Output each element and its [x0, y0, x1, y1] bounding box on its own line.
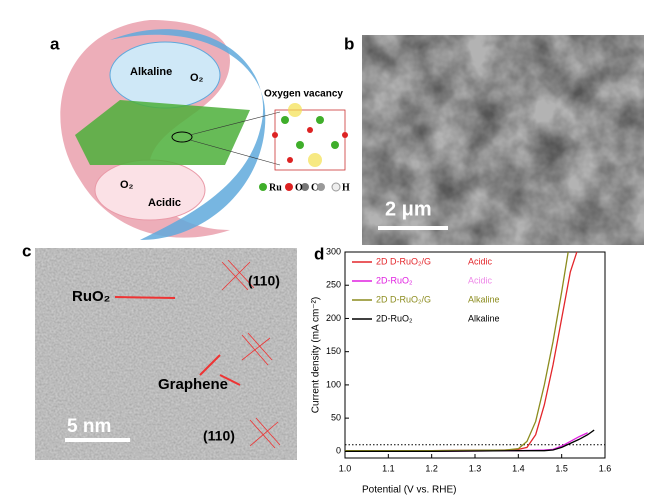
- crystal: [272, 103, 348, 171]
- panel-d: d Potential (V vs. RHE) Current density …: [311, 244, 612, 495]
- legend-condition: Acidic: [468, 275, 493, 285]
- series-line: [345, 429, 595, 453]
- panel-label: d: [314, 244, 324, 263]
- panel-c: c RuO₂ (110) Graphene 5 nm (110): [22, 241, 297, 460]
- x-tick-label: 1.3: [469, 463, 482, 473]
- x-axis-title: Potential (V vs. RHE): [362, 485, 456, 496]
- panel-label: c: [22, 241, 31, 260]
- scale-bar-label: 5 nm: [67, 416, 111, 437]
- panel-a: a Alkaline O₂ Oxygen vacancy O₂ Acidic R…: [50, 20, 350, 240]
- x-tick-label: 1.0: [339, 463, 352, 473]
- series-line: [345, 251, 569, 452]
- legend-o: O: [295, 182, 303, 193]
- label-plane: (110): [248, 273, 280, 289]
- label-ruo2: RuO₂: [72, 288, 110, 305]
- y-tick-label: 250: [326, 280, 341, 290]
- legend-c: C: [311, 182, 318, 193]
- legend-h: H: [342, 182, 350, 193]
- panel-label: b: [344, 34, 354, 53]
- label-oxygen-vacancy: Oxygen vacancy: [264, 89, 343, 100]
- legend-ru: Ru: [269, 182, 282, 193]
- tem-texture: [35, 248, 297, 460]
- arrow: [219, 374, 241, 386]
- legend-label: 2D D-RuO₂/G: [376, 256, 431, 266]
- arrow: [199, 354, 221, 376]
- arrow: [114, 296, 176, 299]
- atom-legend: [259, 182, 341, 192]
- y-axis-title: Current density (mA cm⁻²): [311, 297, 322, 413]
- label-acidic: Acidic: [148, 197, 181, 209]
- zoom-line: [189, 111, 281, 136]
- legend-label: 2D D-RuO₂/G: [376, 294, 431, 304]
- series-line: [345, 432, 588, 453]
- x-tick-label: 1.6: [599, 463, 612, 473]
- label-graphene: Graphene: [158, 376, 228, 393]
- sem-texture: [362, 35, 644, 245]
- bubble-acidic: [94, 159, 206, 221]
- label-o2: O₂: [120, 179, 134, 191]
- lattice-marks: [221, 259, 281, 449]
- wave-blue: [110, 29, 266, 240]
- legend-label: 2D-RuO₂: [376, 313, 413, 323]
- x-tick-label: 1.2: [425, 463, 438, 473]
- y-tick-label: 200: [326, 313, 341, 323]
- vacancy-marker: [171, 131, 193, 143]
- scale-bar-label: 2 μm: [385, 198, 432, 220]
- x-tick-label: 1.5: [555, 463, 568, 473]
- label-alkaline: Alkaline: [130, 66, 172, 78]
- y-tick-label: 0: [336, 446, 341, 456]
- legend-label: 2D-RuO₂: [376, 275, 413, 285]
- legend-condition: Alkaline: [468, 294, 500, 304]
- label-o2: O₂: [190, 72, 204, 84]
- legend-condition: Alkaline: [468, 313, 500, 323]
- y-tick-label: 150: [326, 346, 341, 356]
- panel-label: a: [50, 34, 60, 53]
- label-plane: (110): [203, 428, 235, 444]
- x-tick-label: 1.1: [382, 463, 395, 473]
- y-tick-label: 100: [326, 379, 341, 389]
- zoom-line: [189, 139, 281, 166]
- x-tick-label: 1.4: [512, 463, 525, 473]
- y-tick-label: 50: [331, 413, 341, 423]
- panel-b: b 2 μm: [344, 34, 644, 245]
- y-tick-label: 300: [326, 246, 341, 256]
- graphene-sheet: [75, 100, 250, 165]
- legend-condition: Acidic: [468, 256, 493, 266]
